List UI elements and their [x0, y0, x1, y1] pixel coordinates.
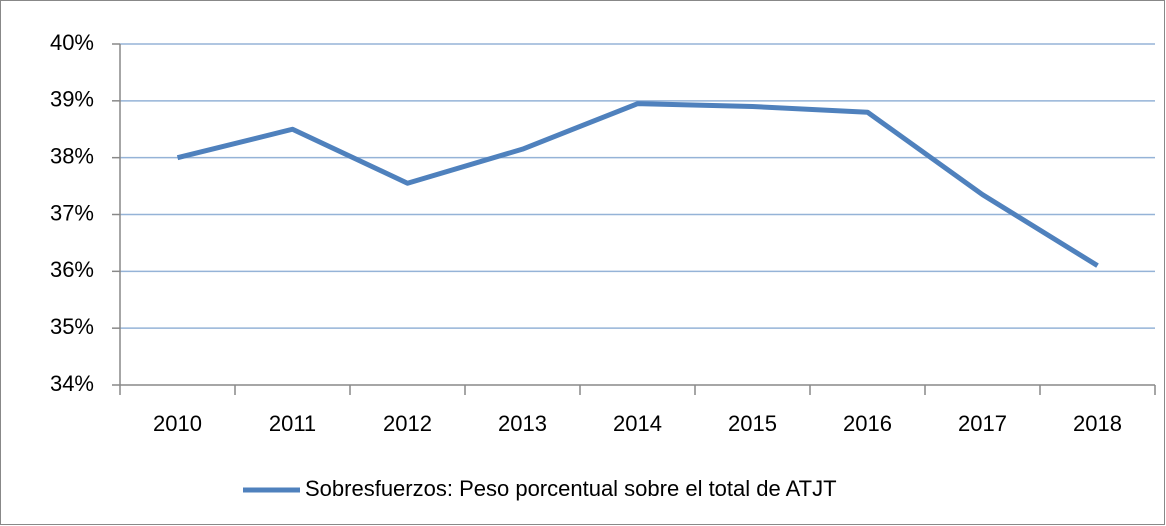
- x-tick-label: 2010: [153, 411, 202, 436]
- x-tick-label: 2013: [498, 411, 547, 436]
- x-tick-label: 2014: [613, 411, 662, 436]
- x-tick-label: 2017: [958, 411, 1007, 436]
- line-series: [176, 101, 1099, 268]
- y-tick-label: 35%: [50, 314, 94, 339]
- x-tick-label: 2018: [1073, 411, 1122, 436]
- y-tick-label: 38%: [50, 143, 94, 168]
- y-tick-label: 39%: [50, 87, 94, 112]
- legend-label: Sobresfuerzos: Peso porcentual sobre el …: [305, 476, 837, 501]
- x-tick-label: 2016: [843, 411, 892, 436]
- x-tick-label: 2012: [383, 411, 432, 436]
- y-tick-label: 36%: [50, 257, 94, 282]
- x-tick-label: 2015: [728, 411, 777, 436]
- x-tick-label: 2011: [269, 411, 316, 436]
- y-tick-label: 34%: [50, 371, 94, 396]
- y-tick-label: 37%: [50, 200, 94, 225]
- y-tick-label: 40%: [50, 30, 94, 55]
